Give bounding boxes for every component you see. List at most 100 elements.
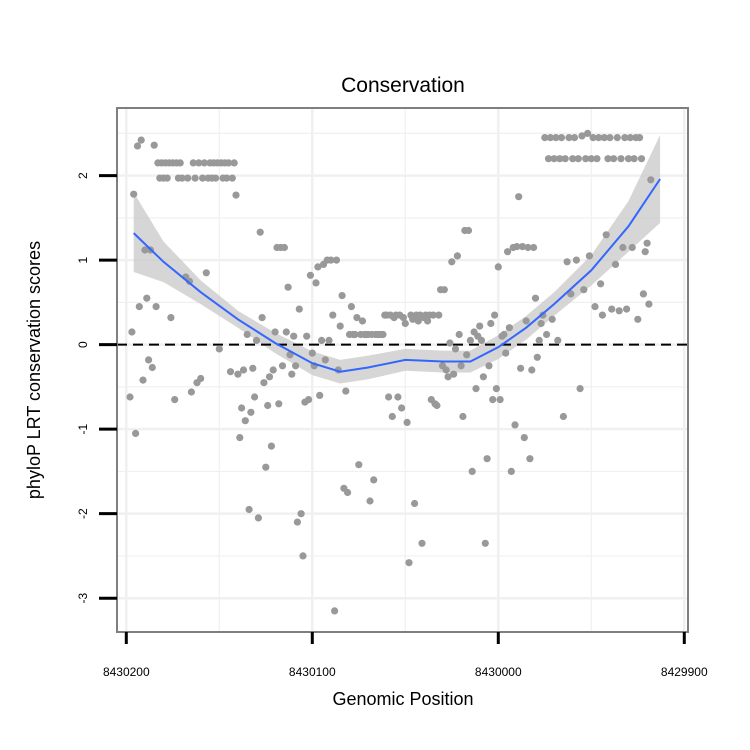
data-point [306, 271, 314, 279]
data-point [544, 155, 553, 163]
data-point [133, 142, 142, 150]
data-point [185, 277, 194, 285]
data-point [569, 155, 577, 163]
data-point [411, 499, 419, 508]
data-point [429, 311, 437, 319]
data-point [150, 141, 158, 149]
y-tick-label: -3 [76, 593, 90, 604]
data-point [184, 174, 192, 182]
data-point [145, 356, 153, 364]
data-point [418, 539, 426, 547]
data-point [239, 366, 248, 374]
data-point [623, 305, 631, 313]
grid-lines [117, 108, 688, 632]
data-point [505, 324, 513, 332]
data-point [626, 134, 634, 142]
data-point [197, 374, 205, 383]
data-point [483, 455, 491, 463]
data-point [637, 155, 646, 163]
data-point [546, 134, 555, 142]
x-axis: 8430200 8430100 8430000 8429900 [103, 632, 708, 679]
data-point [264, 401, 272, 410]
data-point [608, 305, 616, 313]
data-point [515, 193, 523, 201]
data-point [178, 174, 186, 182]
data-point [641, 248, 649, 256]
data-point [440, 286, 448, 294]
data-point [613, 134, 621, 142]
data-point [528, 366, 536, 374]
data-point [305, 396, 313, 404]
data-point [557, 134, 566, 142]
data-point [228, 174, 236, 182]
data-point [171, 396, 179, 404]
data-point [342, 387, 350, 395]
data-point [284, 283, 292, 291]
data-point [602, 231, 610, 239]
data-point [563, 258, 571, 266]
data-point [135, 303, 143, 311]
data-point [442, 366, 450, 374]
data-point [232, 191, 240, 199]
data-point [267, 442, 275, 450]
plot-frame [116, 107, 689, 633]
data-point [321, 356, 329, 364]
data-point [530, 243, 538, 252]
data-point [492, 385, 500, 393]
data-point [636, 134, 644, 142]
data-point [610, 155, 618, 163]
data-point [385, 393, 393, 401]
data-point [200, 159, 208, 167]
data-point [481, 539, 489, 547]
data-point [591, 303, 599, 311]
data-point [303, 332, 311, 340]
data-point [574, 155, 582, 163]
data-point [628, 243, 636, 252]
data-point [254, 514, 262, 522]
data-point [446, 339, 454, 347]
data-point [403, 418, 411, 426]
data-point [593, 155, 601, 163]
data-point [137, 136, 145, 144]
data-point [336, 322, 344, 330]
data-point [132, 429, 140, 437]
data-point [582, 155, 590, 163]
x-tick-label: 8430000 [475, 665, 522, 679]
data-point [561, 155, 569, 163]
data-point [288, 370, 296, 378]
data-point [630, 155, 638, 163]
chart-title: Conservation [341, 74, 465, 97]
data-point [234, 370, 242, 378]
data-point [643, 239, 651, 247]
data-point [379, 330, 387, 339]
data-point [541, 134, 549, 142]
data-point [370, 476, 378, 484]
data-point [251, 393, 259, 401]
data-point [543, 330, 551, 339]
data-point [308, 349, 316, 357]
data-point [297, 510, 305, 518]
x-tick-label: 8430100 [289, 665, 336, 679]
data-point [448, 258, 456, 266]
data-point [600, 134, 608, 142]
data-point [195, 159, 203, 167]
data-point [271, 328, 279, 336]
data-point [619, 243, 627, 252]
data-point [401, 319, 409, 328]
y-axis: -3 -2 -1 0 1 2 [76, 172, 117, 604]
data-point [394, 393, 402, 401]
data-point [212, 174, 220, 182]
data-point [332, 256, 341, 264]
data-point [433, 401, 441, 410]
data-point [634, 315, 642, 323]
data-point [585, 252, 594, 260]
data-point [587, 155, 595, 163]
y-tick-label: 2 [76, 172, 90, 179]
data-point [597, 280, 605, 288]
data-point [249, 364, 257, 372]
data-point [507, 467, 515, 475]
data-point [167, 314, 175, 322]
data-points [126, 129, 655, 615]
x-tick-label: 8430200 [103, 665, 150, 679]
